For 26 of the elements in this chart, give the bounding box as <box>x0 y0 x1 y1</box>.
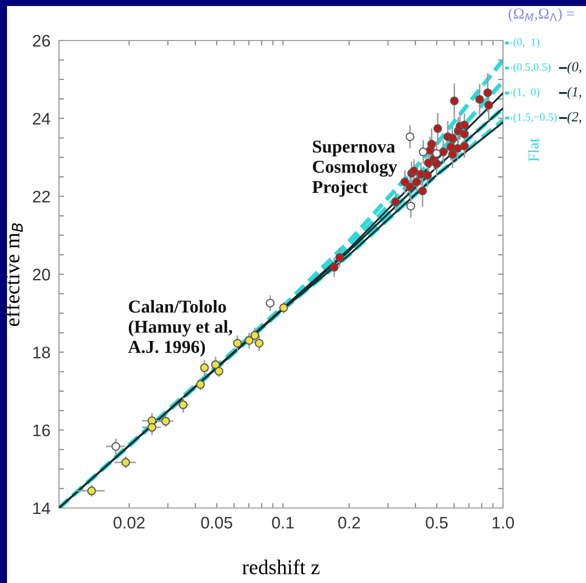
legend-label: (1, <box>567 86 582 100</box>
y-axis-title: effective m$_{B}$ <box>4 223 23 326</box>
annotation: Calan/Tololo (Hamuy et al, A.J. 1996) <box>128 300 232 357</box>
text: Flat <box>528 138 539 162</box>
y-tick-label: 22 <box>32 190 50 202</box>
y-tick-label: 16 <box>33 424 50 436</box>
legend-label: (1, 0) <box>513 88 540 98</box>
y-tick-label: 14 <box>33 502 50 514</box>
legend-label: (2, <box>567 112 582 124</box>
legend-label: (0.5,0.5) <box>513 62 550 74</box>
y-tick-label: 20 <box>32 268 50 280</box>
legend-title: (Ω$_{M}$,Ω$_{Λ}$) = <box>508 8 574 22</box>
annotation: Supernova Cosmology Project <box>312 140 398 197</box>
y-tick-label: 26 <box>32 34 50 47</box>
x-tick-label: 1.0 <box>492 516 514 529</box>
legend-label: (0, 1) <box>513 38 540 48</box>
legend-label: (1.5,−0.5) <box>513 112 557 124</box>
x-tick-label: 0.2 <box>338 516 360 529</box>
x-tick-label: 0.5 <box>426 516 448 529</box>
x-tick-label: 0.02 <box>114 516 145 529</box>
legend-label: (0, <box>567 62 582 74</box>
x-axis-title: redshift z <box>242 559 320 574</box>
x-tick-label: 0.05 <box>201 516 232 529</box>
y-tick-label: 18 <box>33 346 50 358</box>
y-tick-label: 24 <box>32 112 50 124</box>
x-tick-label: 0.1 <box>272 516 294 529</box>
